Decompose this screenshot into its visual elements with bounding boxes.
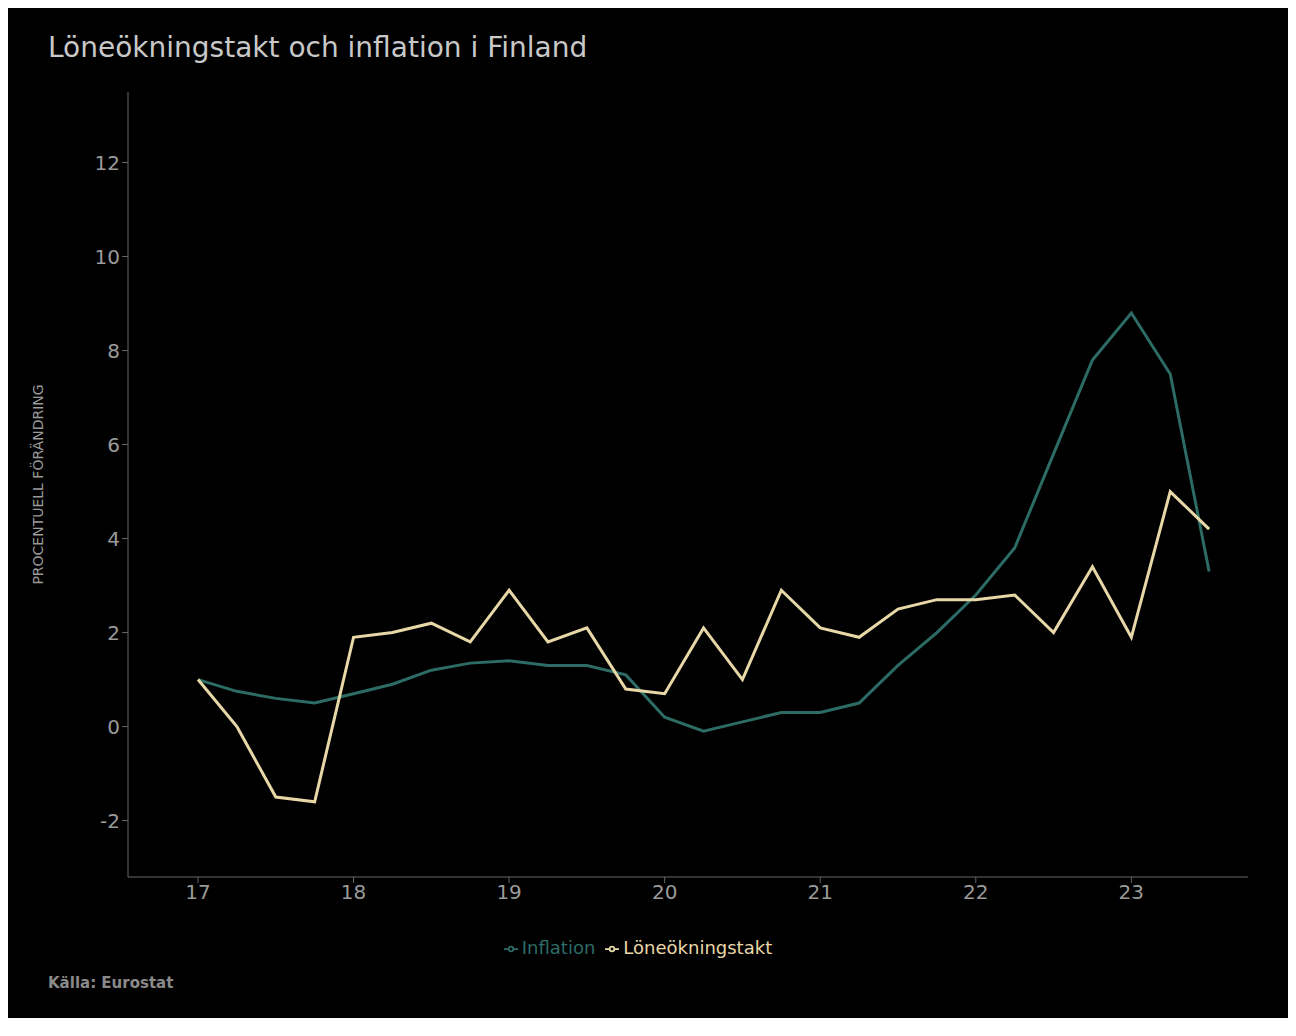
svg-text:10: 10 xyxy=(95,245,120,269)
html-text:Källa: Eurostat: Källa: Eurostat xyxy=(48,974,174,992)
html-text:Löneökningstakt och inflation: Löneökningstakt och inflation i Finland xyxy=(48,31,588,64)
svg-text:8: 8 xyxy=(107,339,120,363)
svg-text:21: 21 xyxy=(807,880,832,904)
svg-text:12: 12 xyxy=(95,151,120,175)
svg-text:19: 19 xyxy=(496,880,521,904)
html-text:Löneökningstakt: Löneökningstakt xyxy=(623,937,773,958)
svg-text:18: 18 xyxy=(341,880,366,904)
svg-text:PROCENTUELL FÖRÄNDRING: PROCENTUELL FÖRÄNDRING xyxy=(29,384,46,584)
svg-text:22: 22 xyxy=(963,880,988,904)
svg-text:-2: -2 xyxy=(100,809,120,833)
svg-text:23: 23 xyxy=(1119,880,1144,904)
svg-text:2: 2 xyxy=(107,621,120,645)
svg-text:17: 17 xyxy=(185,880,210,904)
svg-text:6: 6 xyxy=(107,433,120,457)
svg-text:20: 20 xyxy=(652,880,677,904)
svg-text:0: 0 xyxy=(107,715,120,739)
html-text:Inflation: Inflation xyxy=(521,937,596,958)
svg-text:4: 4 xyxy=(107,527,120,551)
